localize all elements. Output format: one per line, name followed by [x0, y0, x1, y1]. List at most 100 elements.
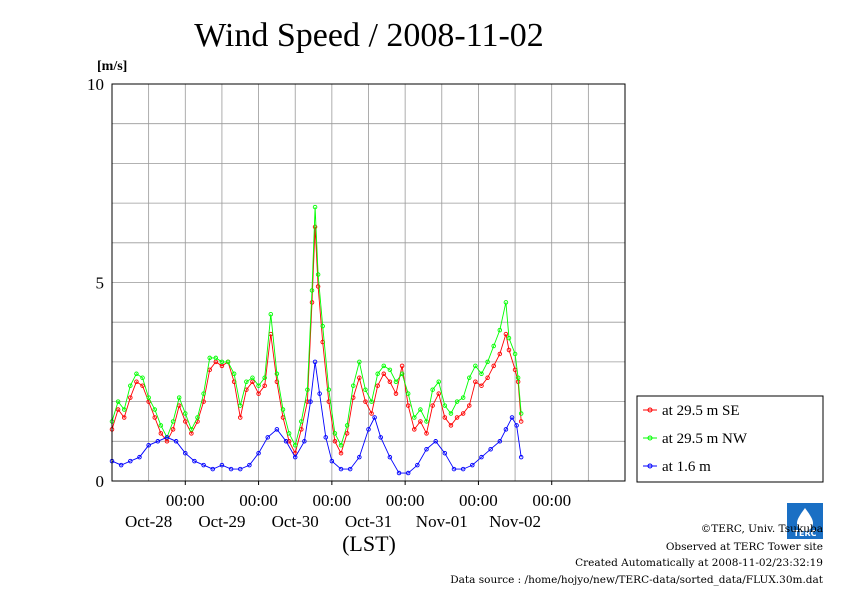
data-point	[332, 431, 338, 436]
x-tick-time: 00:00	[312, 491, 351, 510]
data-point	[128, 458, 133, 464]
data-point	[366, 427, 371, 432]
data-point	[274, 371, 280, 377]
legend-label: at 29.5 m SE	[662, 403, 740, 419]
data-point	[170, 427, 176, 432]
data-point	[518, 411, 524, 416]
data-point	[460, 466, 466, 472]
data-point	[338, 450, 344, 456]
data-point	[491, 363, 496, 369]
y-tick-label: 0	[96, 472, 105, 491]
data-point	[176, 395, 182, 400]
x-tick-labels: 00:00 Oct-28 00:00 Oct-29 00:00 Oct-30 00:00 Oc…	[125, 481, 571, 531]
data-point	[491, 343, 496, 349]
data-point	[262, 375, 267, 381]
data-point	[137, 454, 142, 460]
data-point	[155, 439, 161, 444]
data-point	[424, 431, 429, 436]
data-point	[315, 272, 321, 277]
data-point	[344, 423, 350, 428]
data-point	[405, 403, 411, 408]
data-point	[121, 407, 127, 412]
y-axis-unit: [m/s]	[97, 59, 127, 74]
data-point	[213, 355, 219, 361]
data-point	[369, 399, 374, 404]
data-point	[201, 391, 206, 396]
y-tick-labels: 0 5 10	[87, 75, 104, 491]
data-point	[256, 391, 261, 396]
data-point	[518, 454, 524, 460]
footer-copyright: ©TERC, Univ. Tsukuba	[701, 523, 823, 535]
data-point	[317, 391, 322, 396]
data-point	[503, 331, 509, 337]
data-point	[265, 435, 270, 440]
data-point	[436, 379, 441, 385]
series-at-1-6-m	[109, 359, 524, 476]
terc-logo: TERC	[787, 503, 823, 539]
data-point	[405, 391, 411, 396]
data-point	[201, 462, 206, 468]
data-point	[473, 363, 478, 369]
data-point	[393, 379, 399, 385]
x-tick-time: 00:00	[239, 491, 278, 510]
data-point	[512, 351, 518, 357]
data-point	[347, 466, 353, 472]
data-point	[350, 383, 356, 388]
data-point	[158, 431, 164, 436]
data-point	[479, 454, 484, 460]
data-point	[412, 415, 417, 420]
data-point	[338, 466, 344, 472]
data-point	[399, 363, 405, 369]
data-point	[256, 450, 261, 456]
data-point	[393, 391, 399, 396]
data-point	[146, 443, 151, 448]
plot-frame	[111, 83, 626, 482]
data-point	[152, 407, 157, 412]
x-tick-time: 00:00	[459, 491, 498, 510]
legend-marker	[647, 407, 653, 413]
data-point	[433, 439, 438, 444]
data-point	[467, 403, 472, 408]
data-point	[460, 395, 466, 400]
data-point	[405, 470, 411, 476]
data-point	[381, 371, 387, 377]
footer-observed: Observed at TERC Tower site	[666, 541, 823, 553]
legend-box	[636, 395, 824, 483]
data-point	[305, 387, 310, 392]
series-line	[111, 207, 522, 447]
data-point	[381, 363, 387, 369]
data-point	[418, 419, 423, 424]
data-point	[363, 399, 368, 404]
data-point	[372, 415, 377, 420]
x-tick-date: Oct-29	[198, 512, 245, 531]
data-point	[326, 387, 332, 392]
data-point	[128, 383, 133, 388]
data-point	[344, 431, 350, 436]
data-point	[128, 395, 133, 400]
data-point	[515, 375, 521, 381]
data-point	[357, 454, 362, 460]
footer-source: Data source : /home/hojyo/new/TERC-data/…	[450, 574, 824, 586]
y-tick-label: 5	[96, 274, 105, 293]
data-point	[170, 419, 176, 424]
data-point	[299, 419, 304, 424]
legend-label: at 29.5 m NW	[662, 431, 748, 447]
data-point	[247, 462, 252, 468]
data-point	[503, 300, 509, 305]
data-point	[497, 439, 503, 444]
data-point	[375, 383, 380, 388]
grid	[112, 84, 625, 481]
data-point	[134, 371, 139, 377]
x-axis-label: (LST)	[342, 531, 396, 556]
data-point	[237, 403, 243, 408]
legend-label: at 1.6 m	[662, 459, 711, 475]
data-point	[467, 375, 472, 381]
data-point	[268, 312, 274, 317]
data-point	[509, 415, 515, 420]
data-point	[305, 399, 310, 404]
data-point	[424, 446, 429, 452]
data-point	[503, 427, 509, 432]
data-point	[338, 443, 344, 448]
data-point	[424, 419, 429, 424]
